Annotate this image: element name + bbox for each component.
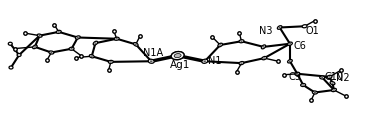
Text: N2: N2 (336, 73, 349, 83)
Ellipse shape (171, 52, 184, 60)
Ellipse shape (295, 72, 300, 75)
Ellipse shape (108, 60, 113, 63)
Ellipse shape (75, 36, 80, 39)
Text: N3: N3 (259, 26, 272, 36)
Ellipse shape (39, 35, 41, 36)
Ellipse shape (302, 84, 304, 86)
Text: C10: C10 (325, 72, 344, 83)
Ellipse shape (314, 92, 316, 93)
Ellipse shape (302, 25, 307, 28)
Ellipse shape (320, 76, 325, 79)
Ellipse shape (34, 46, 36, 48)
Ellipse shape (33, 45, 37, 49)
Ellipse shape (50, 52, 52, 53)
Ellipse shape (239, 40, 244, 43)
Ellipse shape (240, 40, 243, 42)
Ellipse shape (93, 41, 98, 45)
Ellipse shape (134, 43, 138, 46)
Text: C6: C6 (294, 41, 306, 51)
Ellipse shape (116, 38, 118, 40)
Ellipse shape (289, 60, 291, 62)
Ellipse shape (277, 26, 282, 29)
Ellipse shape (312, 91, 317, 94)
Ellipse shape (296, 73, 298, 74)
Ellipse shape (135, 44, 137, 45)
Ellipse shape (148, 59, 154, 63)
Ellipse shape (37, 34, 42, 37)
Ellipse shape (263, 57, 265, 59)
Ellipse shape (58, 31, 60, 33)
Ellipse shape (289, 43, 291, 44)
Ellipse shape (69, 47, 74, 50)
Text: N1A: N1A (143, 48, 163, 58)
Ellipse shape (174, 54, 181, 58)
Ellipse shape (239, 62, 244, 65)
Ellipse shape (171, 52, 184, 60)
Ellipse shape (56, 30, 61, 33)
Ellipse shape (110, 61, 112, 62)
Text: N1: N1 (208, 56, 222, 66)
Ellipse shape (331, 82, 334, 84)
Ellipse shape (77, 37, 79, 38)
Ellipse shape (279, 27, 281, 28)
Ellipse shape (333, 89, 335, 91)
Ellipse shape (330, 82, 335, 85)
Ellipse shape (288, 60, 292, 63)
Ellipse shape (94, 42, 97, 44)
Ellipse shape (262, 56, 267, 60)
Ellipse shape (91, 56, 93, 57)
Ellipse shape (219, 44, 221, 46)
Ellipse shape (321, 77, 323, 78)
Ellipse shape (49, 51, 54, 54)
Ellipse shape (262, 46, 265, 48)
Ellipse shape (203, 60, 206, 62)
Ellipse shape (202, 59, 208, 63)
Ellipse shape (218, 43, 222, 47)
Ellipse shape (328, 76, 331, 78)
Ellipse shape (114, 37, 119, 40)
Ellipse shape (150, 60, 153, 62)
Ellipse shape (331, 88, 337, 92)
Ellipse shape (327, 75, 332, 78)
Ellipse shape (9, 66, 13, 69)
Ellipse shape (261, 45, 266, 49)
Ellipse shape (89, 55, 94, 58)
Ellipse shape (8, 42, 12, 45)
Text: Ag1: Ag1 (170, 60, 190, 70)
Ellipse shape (70, 48, 73, 49)
Ellipse shape (17, 54, 21, 56)
Text: O1: O1 (306, 26, 320, 36)
Ellipse shape (301, 84, 306, 86)
Ellipse shape (240, 62, 243, 64)
Text: C9: C9 (289, 72, 302, 82)
Ellipse shape (287, 42, 292, 45)
